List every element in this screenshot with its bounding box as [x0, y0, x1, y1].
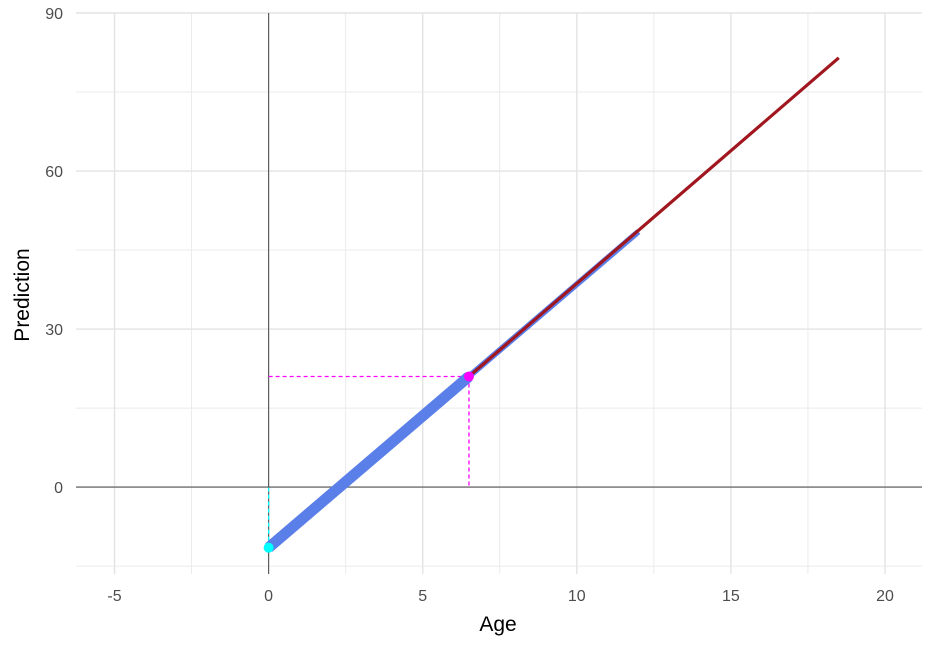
point-marker-1	[263, 542, 274, 553]
y-tick-labels: 0 30 60 90	[45, 6, 63, 497]
series-lines	[265, 56, 840, 552]
point-markers	[263, 371, 474, 553]
point-marker-2	[463, 371, 474, 382]
guide-lines	[267, 375, 470, 548]
y-axis-title: Prediction	[11, 248, 34, 341]
x-tick-label: -5	[107, 588, 121, 605]
reference-lines	[76, 13, 922, 574]
x-tick-labels: -5 0 5 10 15 20	[107, 588, 894, 605]
blue-series-segment-1	[265, 372, 473, 552]
x-tick-label: 20	[876, 588, 894, 605]
x-tick-label: 0	[264, 588, 273, 605]
x-axis-title: Age	[479, 613, 516, 636]
x-tick-label: 5	[418, 588, 427, 605]
y-tick-label: 0	[54, 480, 63, 497]
x-tick-label: 10	[568, 588, 586, 605]
minor-gridlines	[76, 13, 922, 574]
x-tick-label: 15	[722, 588, 740, 605]
y-tick-label: 90	[45, 6, 63, 23]
red-series-line	[467, 56, 840, 378]
y-tick-label: 30	[45, 322, 63, 339]
y-tick-label: 60	[45, 164, 63, 181]
